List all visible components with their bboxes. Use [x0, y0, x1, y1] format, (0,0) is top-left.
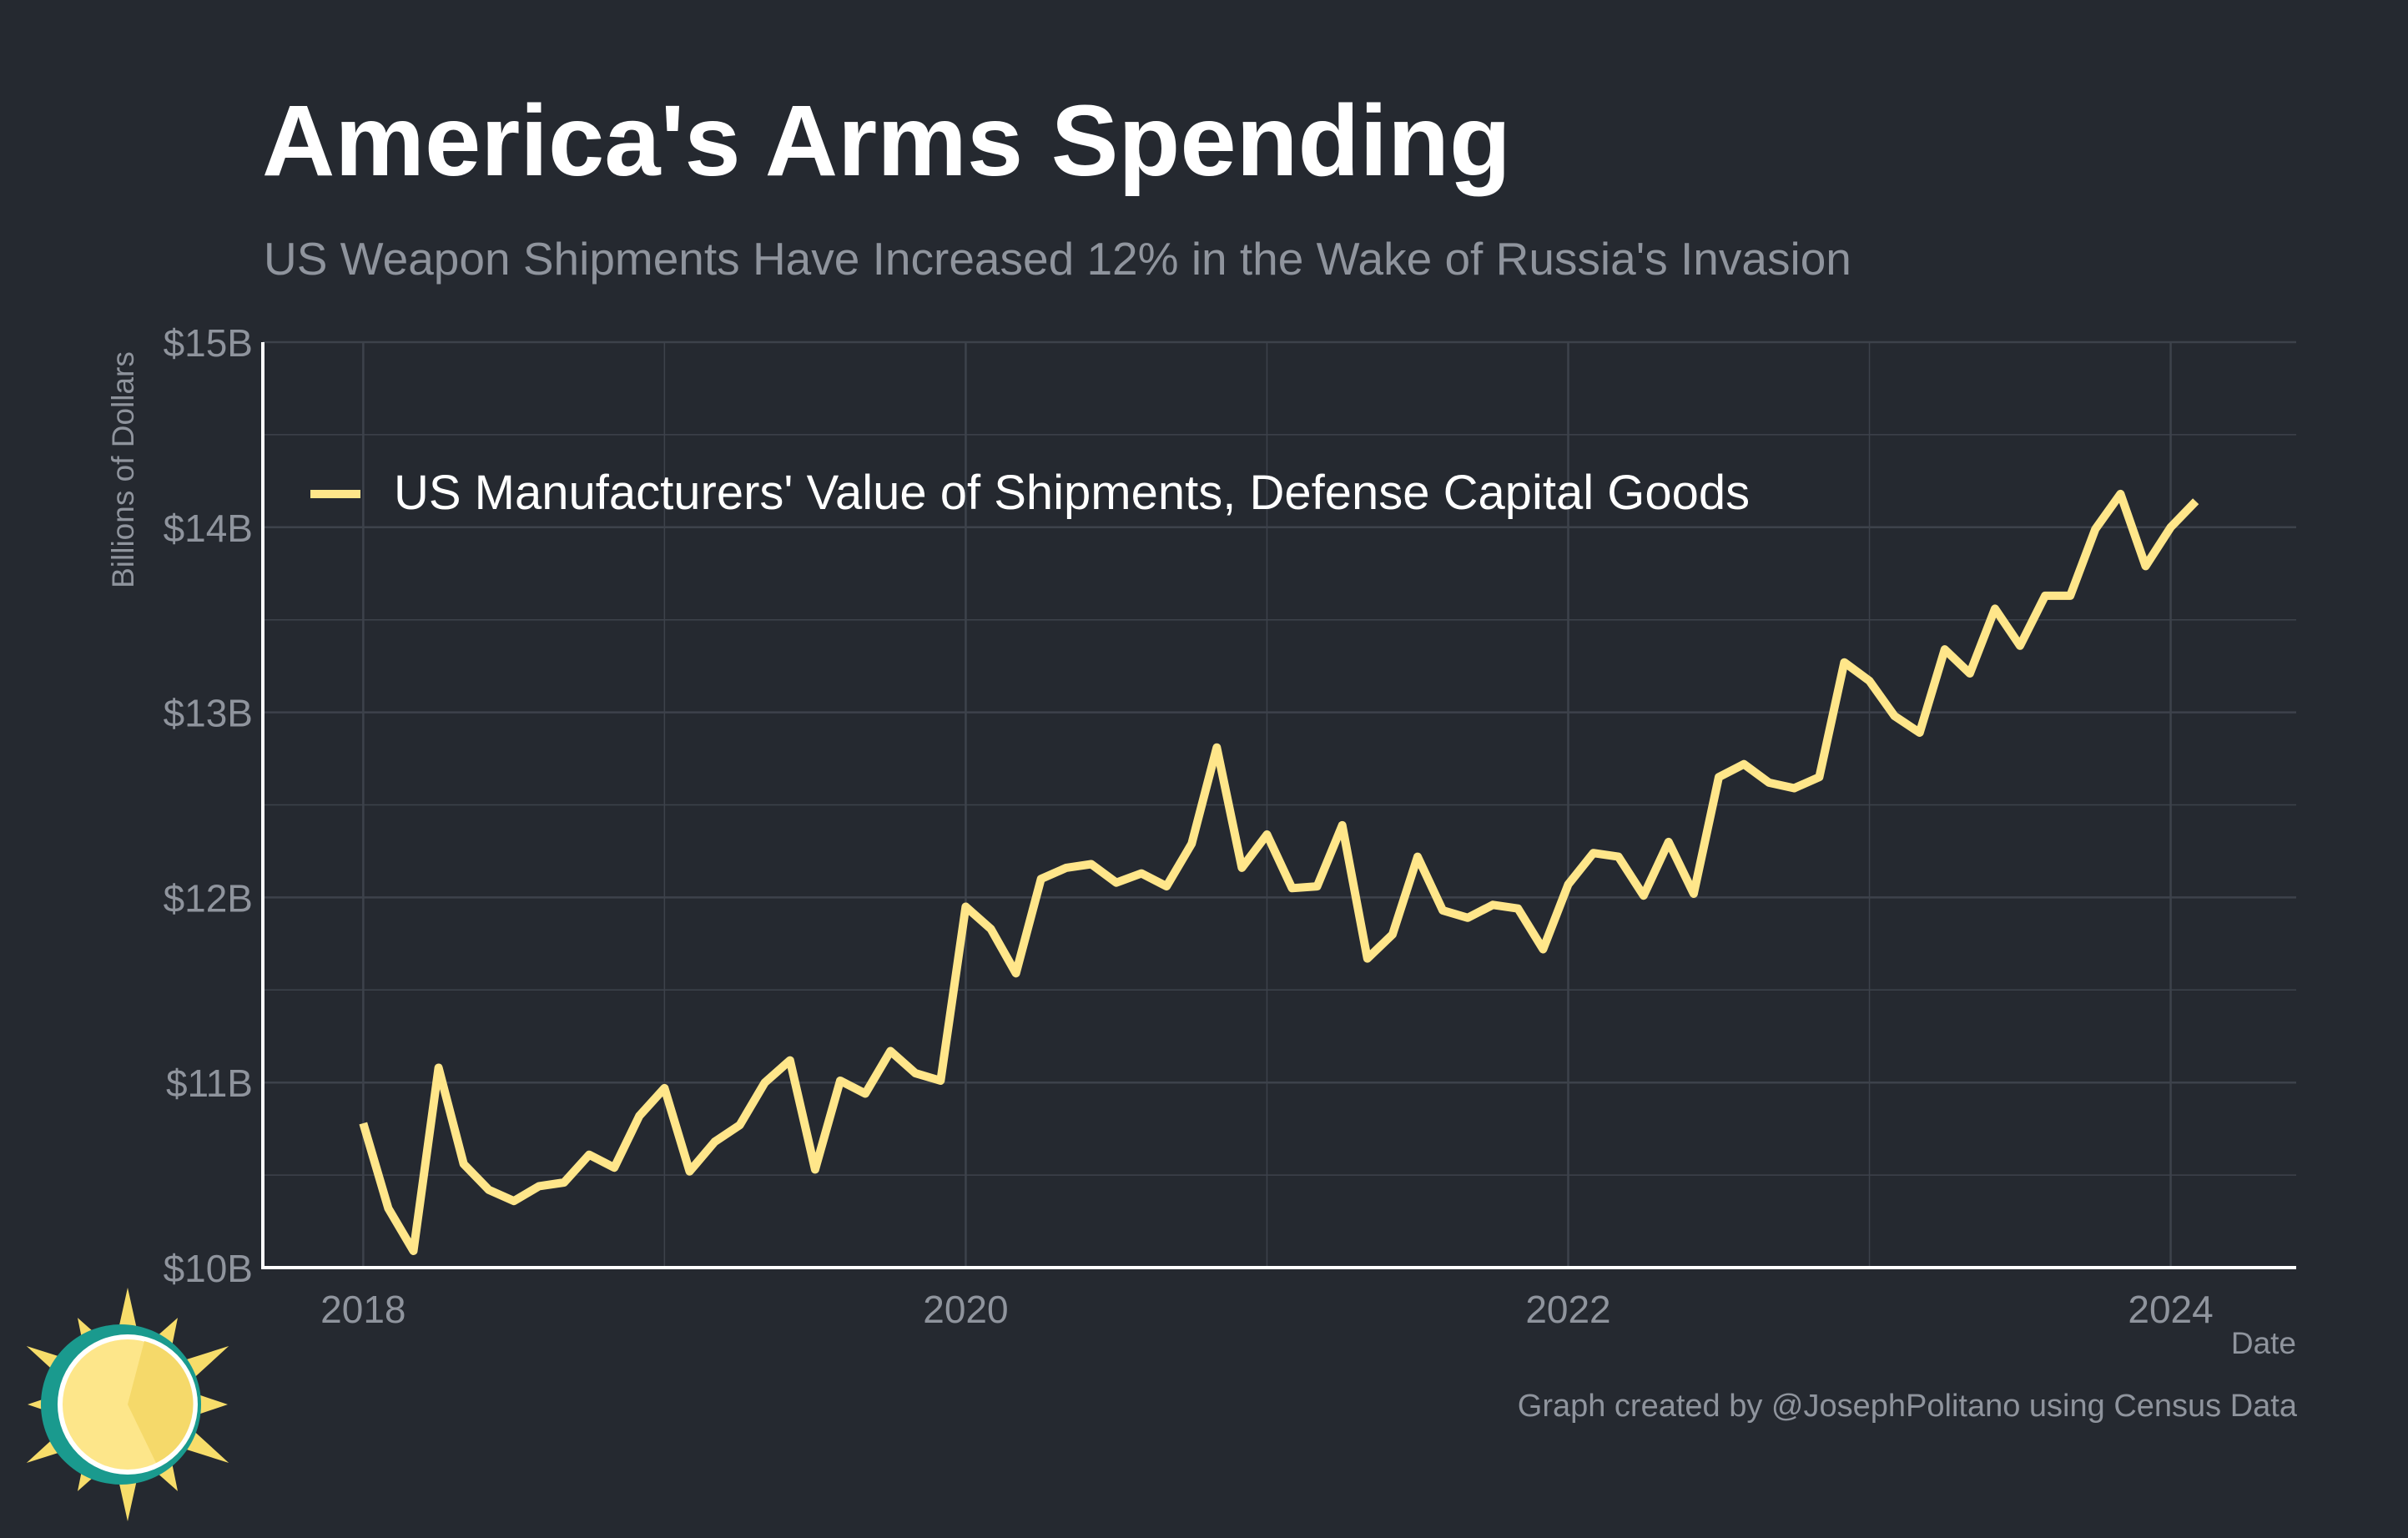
x-axis-title: Date — [2231, 1326, 2296, 1360]
sun-logo-icon — [26, 1288, 229, 1521]
chart-title: America's Arms Spending — [262, 83, 1511, 197]
y-tick-label: $11B — [166, 1061, 253, 1105]
sun-face-shade — [128, 1341, 194, 1463]
x-tick-label: 2024 — [2128, 1288, 2213, 1331]
chart-subtitle: US Weapon Shipments Have Increased 12% i… — [264, 233, 1851, 285]
x-tick-label: 2022 — [1525, 1288, 1610, 1331]
axes — [261, 342, 2296, 1269]
x-tick-label: 2018 — [320, 1288, 406, 1331]
y-tick-label: $15B — [164, 321, 253, 365]
sun-ray — [195, 1393, 228, 1416]
y-tick-label: $10B — [164, 1247, 253, 1290]
series-lines — [359, 489, 2199, 1255]
series-line — [359, 489, 2199, 1255]
grid-lines — [263, 340, 2296, 1268]
y-tick-label: $12B — [164, 876, 253, 920]
source-credit: Graph created by @JosephPolitano using C… — [1517, 1389, 2297, 1424]
y-tick-label: $13B — [164, 692, 253, 735]
legend: US Manufacturers' Value of Shipments, De… — [310, 466, 1750, 520]
tick-labels: $10B $11B $12B $13B $14B $15B 2018 2020 2022 2024… — [106, 321, 2296, 1360]
legend-label: US Manufacturers' Value of Shipments, De… — [394, 466, 1750, 520]
x-tick-label: 2020 — [923, 1288, 1008, 1331]
y-tick-label: $14B — [164, 507, 253, 550]
y-axis-title: Billions of Dollars — [106, 351, 140, 588]
